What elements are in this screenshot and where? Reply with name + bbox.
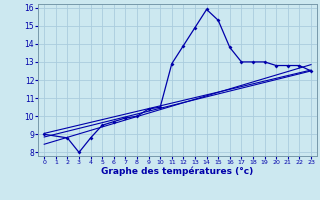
X-axis label: Graphe des températures (°c): Graphe des températures (°c): [101, 167, 254, 176]
